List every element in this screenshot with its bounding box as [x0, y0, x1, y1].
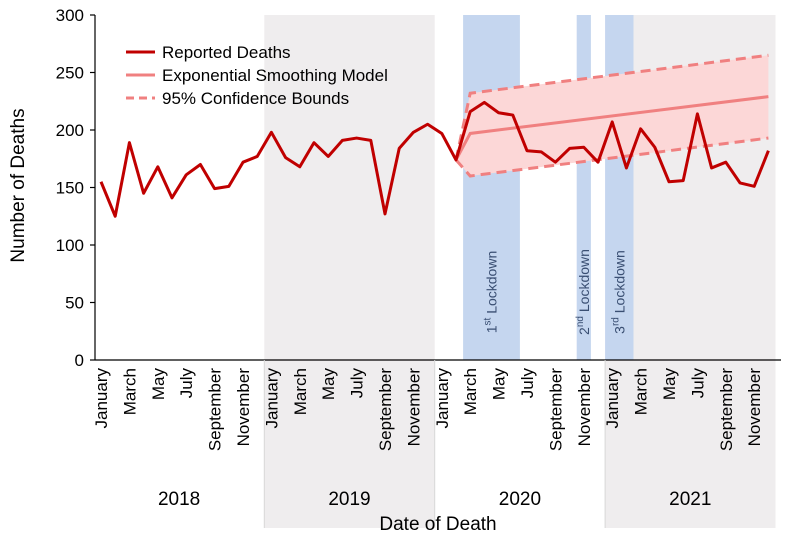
line-layer — [99, 53, 770, 218]
x-tick-label-march-2019: March — [291, 368, 310, 415]
x-tick-label-september-2020: September — [546, 368, 565, 451]
x-tick-label-may-2019: May — [319, 368, 338, 401]
axis-layer: 0 50 100 150 200 250 300 Number of Deaths Januar… — [8, 6, 781, 535]
lockdown-label-3: 3rd Lockdown — [610, 250, 627, 334]
x-tick-label-march-2020: March — [461, 368, 480, 415]
upper-bound-line — [454, 53, 769, 161]
year-label-2018: 2018 — [158, 489, 200, 510]
x-tick-label-july-2020: July — [518, 368, 537, 399]
year-label-2021: 2021 — [669, 489, 711, 510]
x-tick-label-january-2018: January — [92, 368, 111, 429]
y-tick-label-0: 0 — [75, 351, 84, 370]
x-tick-label-january-2021: January — [603, 368, 622, 429]
x-tick-label-september-2021: September — [717, 368, 736, 451]
x-tick-label-january-2019: January — [262, 368, 281, 429]
x-tick-label-may-2021: May — [660, 368, 679, 401]
x-tick-label-march-2021: March — [632, 368, 651, 415]
y-tick-label-200: 200 — [56, 121, 84, 140]
lockdown-label-2: 2nd Lockdown — [575, 249, 592, 335]
x-tick-label-july-2018: July — [177, 368, 196, 399]
legend-label-1: Reported Deaths — [162, 43, 291, 62]
x-tick-label-march-2018: March — [120, 368, 139, 415]
y-tick-label-100: 100 — [56, 236, 84, 255]
lower-bound-line — [454, 136, 769, 178]
x-tick-label-september-2018: September — [206, 368, 225, 451]
lockdown-band-1 — [463, 15, 520, 360]
y-tick-label-300: 300 — [56, 6, 84, 25]
year-label-2019: 2019 — [328, 489, 370, 510]
legend-label-2: Exponential Smoothing Model — [162, 66, 388, 85]
x-tick-label-january-2020: January — [433, 368, 452, 429]
legend: Reported Deaths Exponential Smoothing Mod… — [126, 43, 388, 108]
year-shade-2019 — [264, 15, 435, 528]
x-tick-label-november-2019: November — [404, 368, 423, 447]
year-label-2020: 2020 — [499, 489, 541, 510]
x-tick-label-november-2021: November — [745, 368, 764, 447]
x-tick-label-september-2019: September — [376, 368, 395, 451]
x-tick-label-may-2018: May — [149, 368, 168, 401]
x-tick-label-may-2020: May — [490, 368, 509, 401]
x-tick-label-july-2019: July — [348, 368, 367, 399]
model-line — [454, 95, 769, 161]
y-tick-label-150: 150 — [56, 179, 84, 198]
y-tick-label-250: 250 — [56, 64, 84, 83]
x-tick-label-july-2021: July — [688, 368, 707, 399]
legend-label-3: 95% Confidence Bounds — [162, 89, 349, 108]
y-tick-label-50: 50 — [65, 294, 84, 313]
x-tick-label-november-2020: November — [575, 368, 594, 447]
lockdown-label-1: 1st Lockdown — [483, 251, 500, 334]
x-axis-title: Date of Death — [379, 514, 496, 535]
x-tick-label-november-2018: November — [234, 368, 253, 447]
reported-deaths-line — [99, 100, 770, 218]
y-axis-title: Number of Deaths — [8, 108, 29, 262]
